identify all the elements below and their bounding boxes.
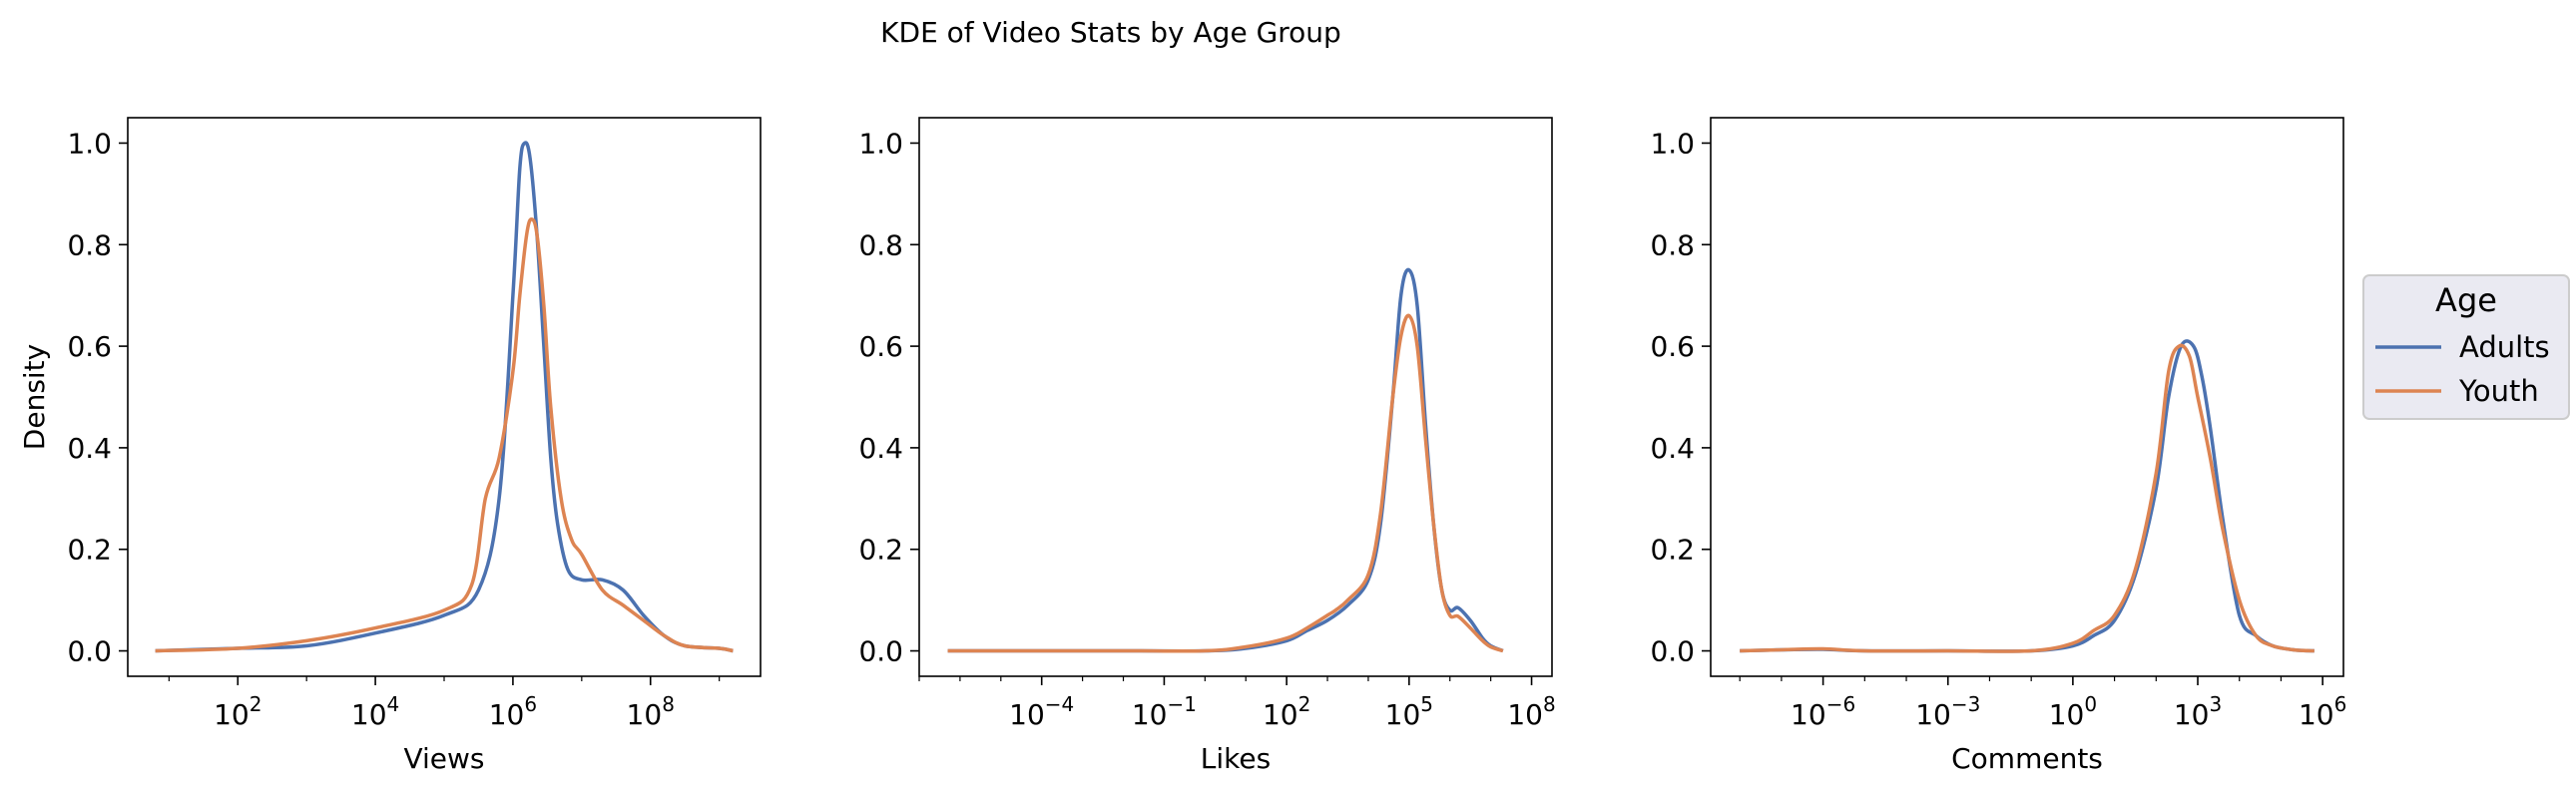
y-tick-label: 1.0: [1650, 127, 1695, 160]
y-tick-label: 0.6: [1650, 330, 1695, 363]
y-tick-label: 0.4: [67, 432, 112, 465]
y-tick-label: 0.0: [67, 635, 112, 668]
series-line-adults: [155, 141, 734, 653]
x-tick-label: 10−1: [1132, 692, 1197, 731]
x-tick-label: 108: [627, 692, 675, 731]
x-axis-label: Views: [403, 742, 484, 775]
y-tick-label: 0.0: [1650, 635, 1695, 668]
y-tick-label: 0.8: [67, 228, 112, 261]
x-tick-label: 106: [2299, 692, 2346, 731]
y-tick-label: 1.0: [67, 127, 112, 160]
y-tick-label: 0.2: [1650, 534, 1695, 567]
panel-comments: 0.0 0.2 0.4 0.6 0.8 1.0 10−6 10−3 100 103 106 Comme…: [1650, 117, 2346, 775]
y-tick-label: 0.4: [858, 432, 903, 465]
axes-frame: [918, 117, 1553, 677]
y-tick-label: 0.6: [858, 330, 903, 363]
x-tick-label: 100: [2049, 692, 2097, 731]
x-tick-label: 10−6: [1791, 692, 1855, 731]
series-line-adults: [1740, 339, 2315, 653]
x-axis-label: Likes: [1201, 742, 1271, 775]
y-tick-label: 0.6: [67, 330, 112, 363]
y-tick-label: 0.2: [858, 534, 903, 567]
legend-label-adults: Adults: [2459, 330, 2550, 364]
legend-label-youth: Youth: [2458, 374, 2539, 408]
series-line-adults: [947, 267, 1504, 653]
x-tick-label: 105: [1385, 692, 1433, 731]
series-line-youth: [155, 217, 734, 653]
x-tick-label: 10−4: [1009, 692, 1074, 731]
series-line-youth: [1740, 343, 2315, 653]
series-line-youth: [947, 313, 1504, 653]
x-tick-label: 102: [214, 692, 261, 731]
figure-title: KDE of Video Stats by Age Group: [880, 16, 1341, 49]
y-tick-label: 0.4: [1650, 432, 1695, 465]
y-tick-label: 0.8: [858, 228, 903, 261]
legend: Age Adults Youth: [2362, 274, 2570, 420]
x-tick-label: 102: [1263, 692, 1310, 731]
x-tick-label: 10−3: [1915, 692, 1980, 731]
panel-likes: 0.0 0.2 0.4 0.6 0.8 1.0 10−4 10−1 102 105 108 Likes: [858, 117, 1556, 775]
y-axis-label: Density: [18, 344, 51, 450]
x-tick-label: 103: [2174, 692, 2222, 731]
legend-title: Age: [2435, 281, 2497, 319]
panel-views: 0.0 0.2 0.4 0.6 0.8 1.0 102 104 106 108 Views Densi…: [18, 117, 762, 775]
legend-frame: [2362, 274, 2570, 420]
y-tick-label: 1.0: [858, 127, 903, 160]
axes-frame: [1710, 117, 2344, 677]
x-tick-label: 108: [1507, 692, 1555, 731]
axes-frame: [127, 117, 762, 677]
y-tick-label: 0.8: [1650, 228, 1695, 261]
x-tick-label: 104: [351, 692, 399, 731]
x-tick-label: 106: [489, 692, 537, 731]
x-axis-label: Comments: [1951, 742, 2103, 775]
y-tick-label: 0.0: [858, 635, 903, 668]
y-tick-label: 0.2: [67, 534, 112, 567]
